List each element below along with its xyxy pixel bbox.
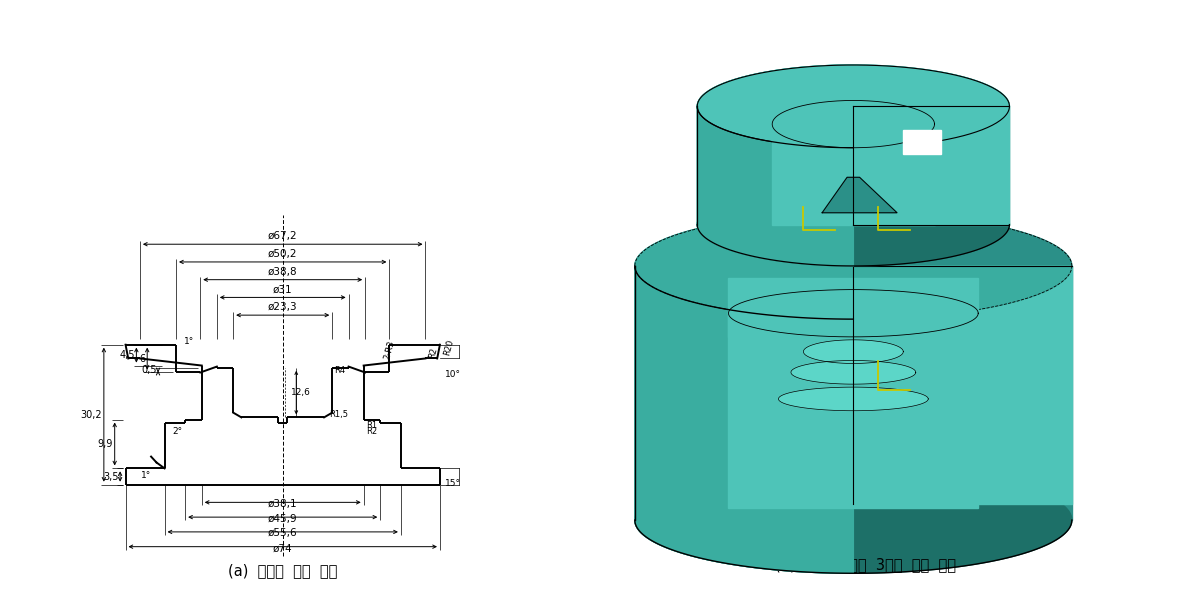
Text: 2-R3: 2-R3 <box>383 340 397 361</box>
Text: 3,5: 3,5 <box>102 472 119 482</box>
Text: 2°: 2° <box>172 427 183 436</box>
Polygon shape <box>635 213 1072 266</box>
Polygon shape <box>635 266 853 573</box>
Polygon shape <box>635 266 1072 520</box>
Polygon shape <box>697 65 1010 148</box>
Text: ø23,3: ø23,3 <box>267 302 298 312</box>
Text: 1°: 1° <box>184 337 194 346</box>
Polygon shape <box>728 290 978 337</box>
Polygon shape <box>779 387 928 411</box>
Polygon shape <box>773 124 934 225</box>
Text: ø45,9: ø45,9 <box>267 514 298 524</box>
Text: (a)  블로커  형상  도면: (a) 블로커 형상 도면 <box>229 563 337 578</box>
Text: 9,9: 9,9 <box>98 439 113 449</box>
Text: 1°: 1° <box>140 471 151 480</box>
Polygon shape <box>697 65 1010 106</box>
Polygon shape <box>779 399 928 414</box>
Text: (b)  블로커  금형의  3차원  모델  형상: (b) 블로커 금형의 3차원 모델 형상 <box>775 557 957 572</box>
Text: R2: R2 <box>428 346 438 360</box>
Text: R20: R20 <box>443 339 456 357</box>
Text: ø67,2: ø67,2 <box>267 231 298 241</box>
Polygon shape <box>635 213 853 573</box>
Text: R4: R4 <box>333 366 345 375</box>
Polygon shape <box>635 467 1072 573</box>
Polygon shape <box>697 183 1010 266</box>
Polygon shape <box>803 340 904 363</box>
Text: R1: R1 <box>366 421 377 430</box>
Polygon shape <box>790 361 915 384</box>
Polygon shape <box>697 106 1010 225</box>
Text: R1,5: R1,5 <box>330 410 349 419</box>
Text: R2: R2 <box>366 427 377 436</box>
Polygon shape <box>853 266 1072 504</box>
Text: ø38,1: ø38,1 <box>267 499 298 509</box>
Text: 6: 6 <box>139 353 146 363</box>
Polygon shape <box>697 106 853 266</box>
Polygon shape <box>803 352 904 361</box>
Polygon shape <box>697 65 853 266</box>
Polygon shape <box>635 266 1072 319</box>
Polygon shape <box>853 106 1010 225</box>
Polygon shape <box>822 177 898 213</box>
Polygon shape <box>773 100 934 148</box>
Text: ø31: ø31 <box>273 284 292 294</box>
Polygon shape <box>790 372 915 384</box>
Polygon shape <box>904 130 941 154</box>
Text: 15°: 15° <box>445 479 462 488</box>
Text: 10°: 10° <box>445 370 462 379</box>
Polygon shape <box>728 313 978 337</box>
Text: ø50,2: ø50,2 <box>267 249 298 259</box>
Polygon shape <box>728 278 978 508</box>
Text: 0,5: 0,5 <box>141 365 157 375</box>
Text: ø74: ø74 <box>273 543 292 553</box>
Text: 12,6: 12,6 <box>291 388 311 397</box>
Text: 4,5: 4,5 <box>119 350 134 360</box>
Text: ø55,6: ø55,6 <box>267 528 298 538</box>
Text: ø38,8: ø38,8 <box>267 267 298 277</box>
Text: 30,2: 30,2 <box>80 410 102 420</box>
